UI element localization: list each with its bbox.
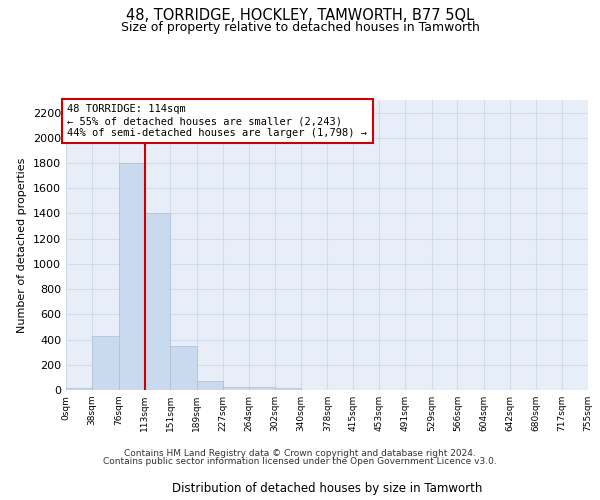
Bar [144, 214, 170, 390]
Bar [170, 346, 197, 390]
Bar [223, 387, 249, 390]
Bar [248, 388, 275, 390]
Y-axis label: Number of detached properties: Number of detached properties [17, 158, 28, 332]
Text: 48, TORRIDGE, HOCKLEY, TAMWORTH, B77 5QL: 48, TORRIDGE, HOCKLEY, TAMWORTH, B77 5QL [126, 8, 474, 22]
Text: Contains public sector information licensed under the Open Government Licence v3: Contains public sector information licen… [103, 457, 497, 466]
Bar [197, 380, 223, 390]
Bar [92, 336, 119, 390]
Text: Distribution of detached houses by size in Tamworth: Distribution of detached houses by size … [172, 482, 482, 495]
Bar [66, 388, 92, 390]
Text: Size of property relative to detached houses in Tamworth: Size of property relative to detached ho… [121, 21, 479, 34]
Text: 48 TORRIDGE: 114sqm
← 55% of detached houses are smaller (2,243)
44% of semi-det: 48 TORRIDGE: 114sqm ← 55% of detached ho… [67, 104, 367, 138]
Text: Contains HM Land Registry data © Crown copyright and database right 2024.: Contains HM Land Registry data © Crown c… [124, 448, 476, 458]
Bar [119, 163, 145, 390]
Bar [275, 388, 301, 390]
